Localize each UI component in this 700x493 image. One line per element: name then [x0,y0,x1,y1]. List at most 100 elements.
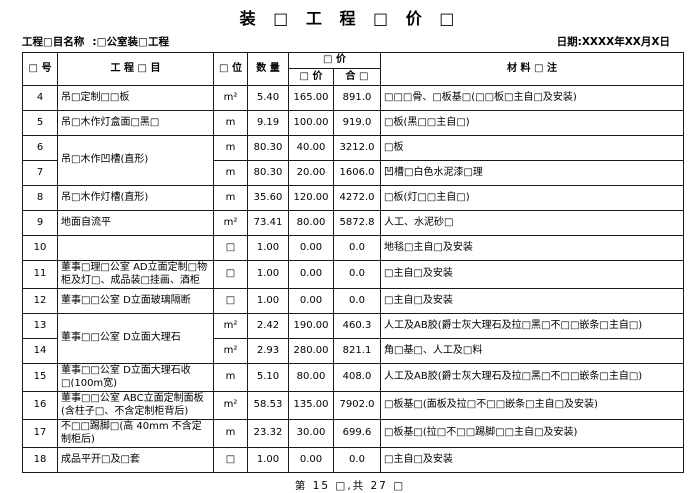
row-unit-price: 165.00 [288,85,334,111]
table-row-14: 14 m² 2.93 280.00 821.1 角□基□、人工及□料 [22,338,684,364]
table-row-7: 7 m 80.30 20.00 1606.0 凹槽□白色水泥漆□理 [22,160,684,186]
row-item: 董事□□公室 D立面玻璃隔断 [57,288,214,314]
row-unit: m² [213,85,248,111]
table-row-6: 6 吊□木作凹槽(直形) m 80.30 40.00 3212.0 □板 [22,135,684,186]
row-material: 人工及AB胶(爵士灰大理石及拉□黑□不□□嵌条□主自□) [380,313,684,339]
row-unit-price: 0.00 [288,288,334,314]
row-total: 5872.8 [333,210,381,236]
row-no: 14 [22,338,58,364]
col-header-material: 材 料 □ 注 [380,52,684,86]
row-no: 11 [22,260,58,289]
table-row-18: 18 成品平开□及□套 □ 1.00 0.00 0.0 □主自□及安装 [22,447,684,473]
row-unit-price: 0.00 [288,235,334,261]
row-item [57,235,214,261]
row-item: 吊□定制□□板 [57,85,214,111]
row-unit: m² [213,391,248,420]
row-unit-price: 190.00 [288,313,334,339]
row-qty: 9.19 [247,110,289,136]
row-unit-price: 0.00 [288,447,334,473]
row-no: 8 [22,185,58,211]
project-name-label: 工程□目名称 [22,36,85,48]
row-total: 0.0 [333,235,381,261]
row-item: 不□□踢脚□(高 40mm 不含定制柜后) [57,419,214,448]
row-total: 1606.0 [333,160,381,186]
row-qty: 2.93 [247,338,289,364]
row-unit-price: 80.00 [288,210,334,236]
row-unit-price: 0.00 [288,260,334,289]
row-no: 7 [22,160,58,186]
row-qty: 1.00 [247,288,289,314]
row-qty: 1.00 [247,260,289,289]
row-material: 人工及AB胶(爵士灰大理石及拉□黑□不□□嵌条□主自□) [380,363,684,392]
page-number-footer: 第 15 □,共 27 □ [294,480,406,492]
row-item-merged: 董事□□公室 D立面大理石 [57,313,214,364]
row-material: □主自□及安装 [380,288,684,314]
row-unit-price: 30.00 [288,419,334,448]
quotation-table: □ 号 工 程 □ 目 □ 位 数 量 □ 价 材 料 □ 注 □ 价 合 □ … [22,52,684,473]
row-qty: 23.32 [247,419,289,448]
table-row-12: 12 董事□□公室 D立面玻璃隔断 □ 1.00 0.00 0.0 □主自□及安… [22,288,684,314]
row-no: 18 [22,447,58,473]
row-material: □板(黑□□主自□) [380,110,684,136]
row-qty: 73.41 [247,210,289,236]
row-item: 吊□木作灯盒面□黑□ [57,110,214,136]
table-row-15: 15 董事□□公室 D立面大理石收□(100m宽) m 5.10 80.00 4… [22,363,684,392]
row-unit-price: 135.00 [288,391,334,420]
row-item: 董事□理□公室 AD立面定制□物柜及灯□、成品装□挂画、酒柜 [57,260,214,289]
row-unit: □ [213,447,248,473]
row-material: 角□基□、人工及□料 [380,338,684,364]
row-item: 成品平开□及□套 [57,447,214,473]
row-total: 0.0 [333,447,381,473]
col-header-price-group: □ 价 [288,52,381,69]
row-total: 7902.0 [333,391,381,420]
row-total: 0.0 [333,288,381,314]
row-qty: 5.10 [247,363,289,392]
table-row-5: 5 吊□木作灯盒面□黑□ m 9.19 100.00 919.0 □板(黑□□主… [22,110,684,136]
page-title: 装 □ 工 程 □ 价 □ [239,9,461,28]
row-no: 15 [22,363,58,392]
row-total: 821.1 [333,338,381,364]
row-item: 地面自流平 [57,210,214,236]
row-unit: m [213,110,248,136]
row-item-merged: 吊□木作凹槽(直形) [57,135,214,186]
row-unit-price: 280.00 [288,338,334,364]
project-name-value: :□公室装□工程 [92,36,169,48]
row-no: 9 [22,210,58,236]
row-unit: □ [213,260,248,289]
table-row-8: 8 吊□木作灯槽(直形) m 35.60 120.00 4272.0 □板(灯□… [22,185,684,211]
header-row-1: □ 号 工 程 □ 目 □ 位 数 量 □ 价 材 料 □ 注 [22,52,684,86]
table-row-11: 11 董事□理□公室 AD立面定制□物柜及灯□、成品装□挂画、酒柜 □ 1.00… [22,260,684,289]
col-header-unit: □ 位 [213,52,248,86]
table-row-16: 16 董事□□公室 ABC立面定制面板(含柱子□、不含定制柜背后) m² 58.… [22,391,684,420]
table-row-4: 4 吊□定制□□板 m² 5.40 165.00 891.0 □□□骨、□板基□… [22,85,684,111]
row-no: 10 [22,235,58,261]
col-header-unit-price: □ 价 [288,68,334,86]
row-material: □主自□及安装 [380,260,684,289]
meta-row: 工程□目名称 :□公室装□工程 日期:XXXX年XX月X日 [22,34,670,49]
row-unit: m² [213,313,248,339]
row-total: 3212.0 [333,135,381,161]
col-header-item: 工 程 □ 目 [57,52,214,86]
row-total: 891.0 [333,85,381,111]
row-unit: m [213,363,248,392]
row-unit: m [213,185,248,211]
row-unit: □ [213,288,248,314]
col-header-qty: 数 量 [247,52,289,86]
row-total: 699.6 [333,419,381,448]
table-row-9: 9 地面自流平 m² 73.41 80.00 5872.8 人工、水泥砂□ [22,210,684,236]
row-no: 5 [22,110,58,136]
row-qty: 35.60 [247,185,289,211]
row-unit: m [213,135,248,161]
row-material: □板基□(拉□不□□踢脚□□主自□及安装) [380,419,684,448]
row-unit-price: 120.00 [288,185,334,211]
col-header-no: □ 号 [22,52,58,86]
row-item: 吊□木作灯槽(直形) [57,185,214,211]
row-material: □板基□(面板及拉□不□□嵌条□主自□及安装) [380,391,684,420]
quotation-page: 装 □ 工 程 □ 价 □ 工程□目名称 :□公室装□工程 日期:XXXX年XX… [22,9,684,492]
row-unit: m [213,160,248,186]
row-material: 地毯□主自□及安装 [380,235,684,261]
row-material: 人工、水泥砂□ [380,210,684,236]
row-unit: □ [213,235,248,261]
row-unit: m² [213,210,248,236]
header-row-2: □ 价 合 □ [23,68,684,86]
